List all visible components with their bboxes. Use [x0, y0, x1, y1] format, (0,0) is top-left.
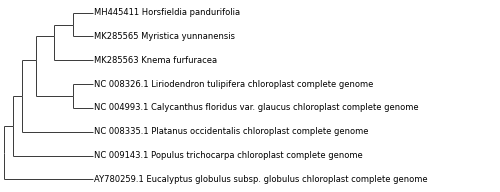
Text: MK285565 Myristica yunnanensis: MK285565 Myristica yunnanensis [94, 32, 236, 41]
Text: NC 004993.1 Calycanthus floridus var. glaucus chloroplast complete genome: NC 004993.1 Calycanthus floridus var. gl… [94, 103, 419, 112]
Text: MK285563 Knema furfuracea: MK285563 Knema furfuracea [94, 56, 218, 65]
Text: NC 008326.1 Liriodendron tulipifera chloroplast complete genome: NC 008326.1 Liriodendron tulipifera chlo… [94, 80, 374, 89]
Text: NC 008335.1 Platanus occidentalis chloroplast complete genome: NC 008335.1 Platanus occidentalis chloro… [94, 127, 369, 136]
Text: AY780259.1 Eucalyptus globulus subsp. globulus chloroplast complete genome: AY780259.1 Eucalyptus globulus subsp. gl… [94, 175, 428, 184]
Text: NC 009143.1 Populus trichocarpa chloroplast complete genome: NC 009143.1 Populus trichocarpa chloropl… [94, 151, 363, 160]
Text: MH445411 Horsfieldia pandurifolia: MH445411 Horsfieldia pandurifolia [94, 8, 240, 17]
